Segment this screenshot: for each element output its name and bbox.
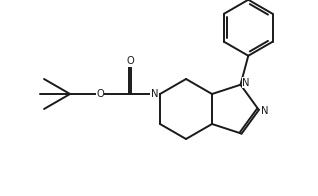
Text: N: N xyxy=(261,106,269,116)
Text: O: O xyxy=(96,89,104,99)
Text: O: O xyxy=(126,56,134,66)
Text: N: N xyxy=(151,89,158,99)
Text: N: N xyxy=(242,78,250,88)
